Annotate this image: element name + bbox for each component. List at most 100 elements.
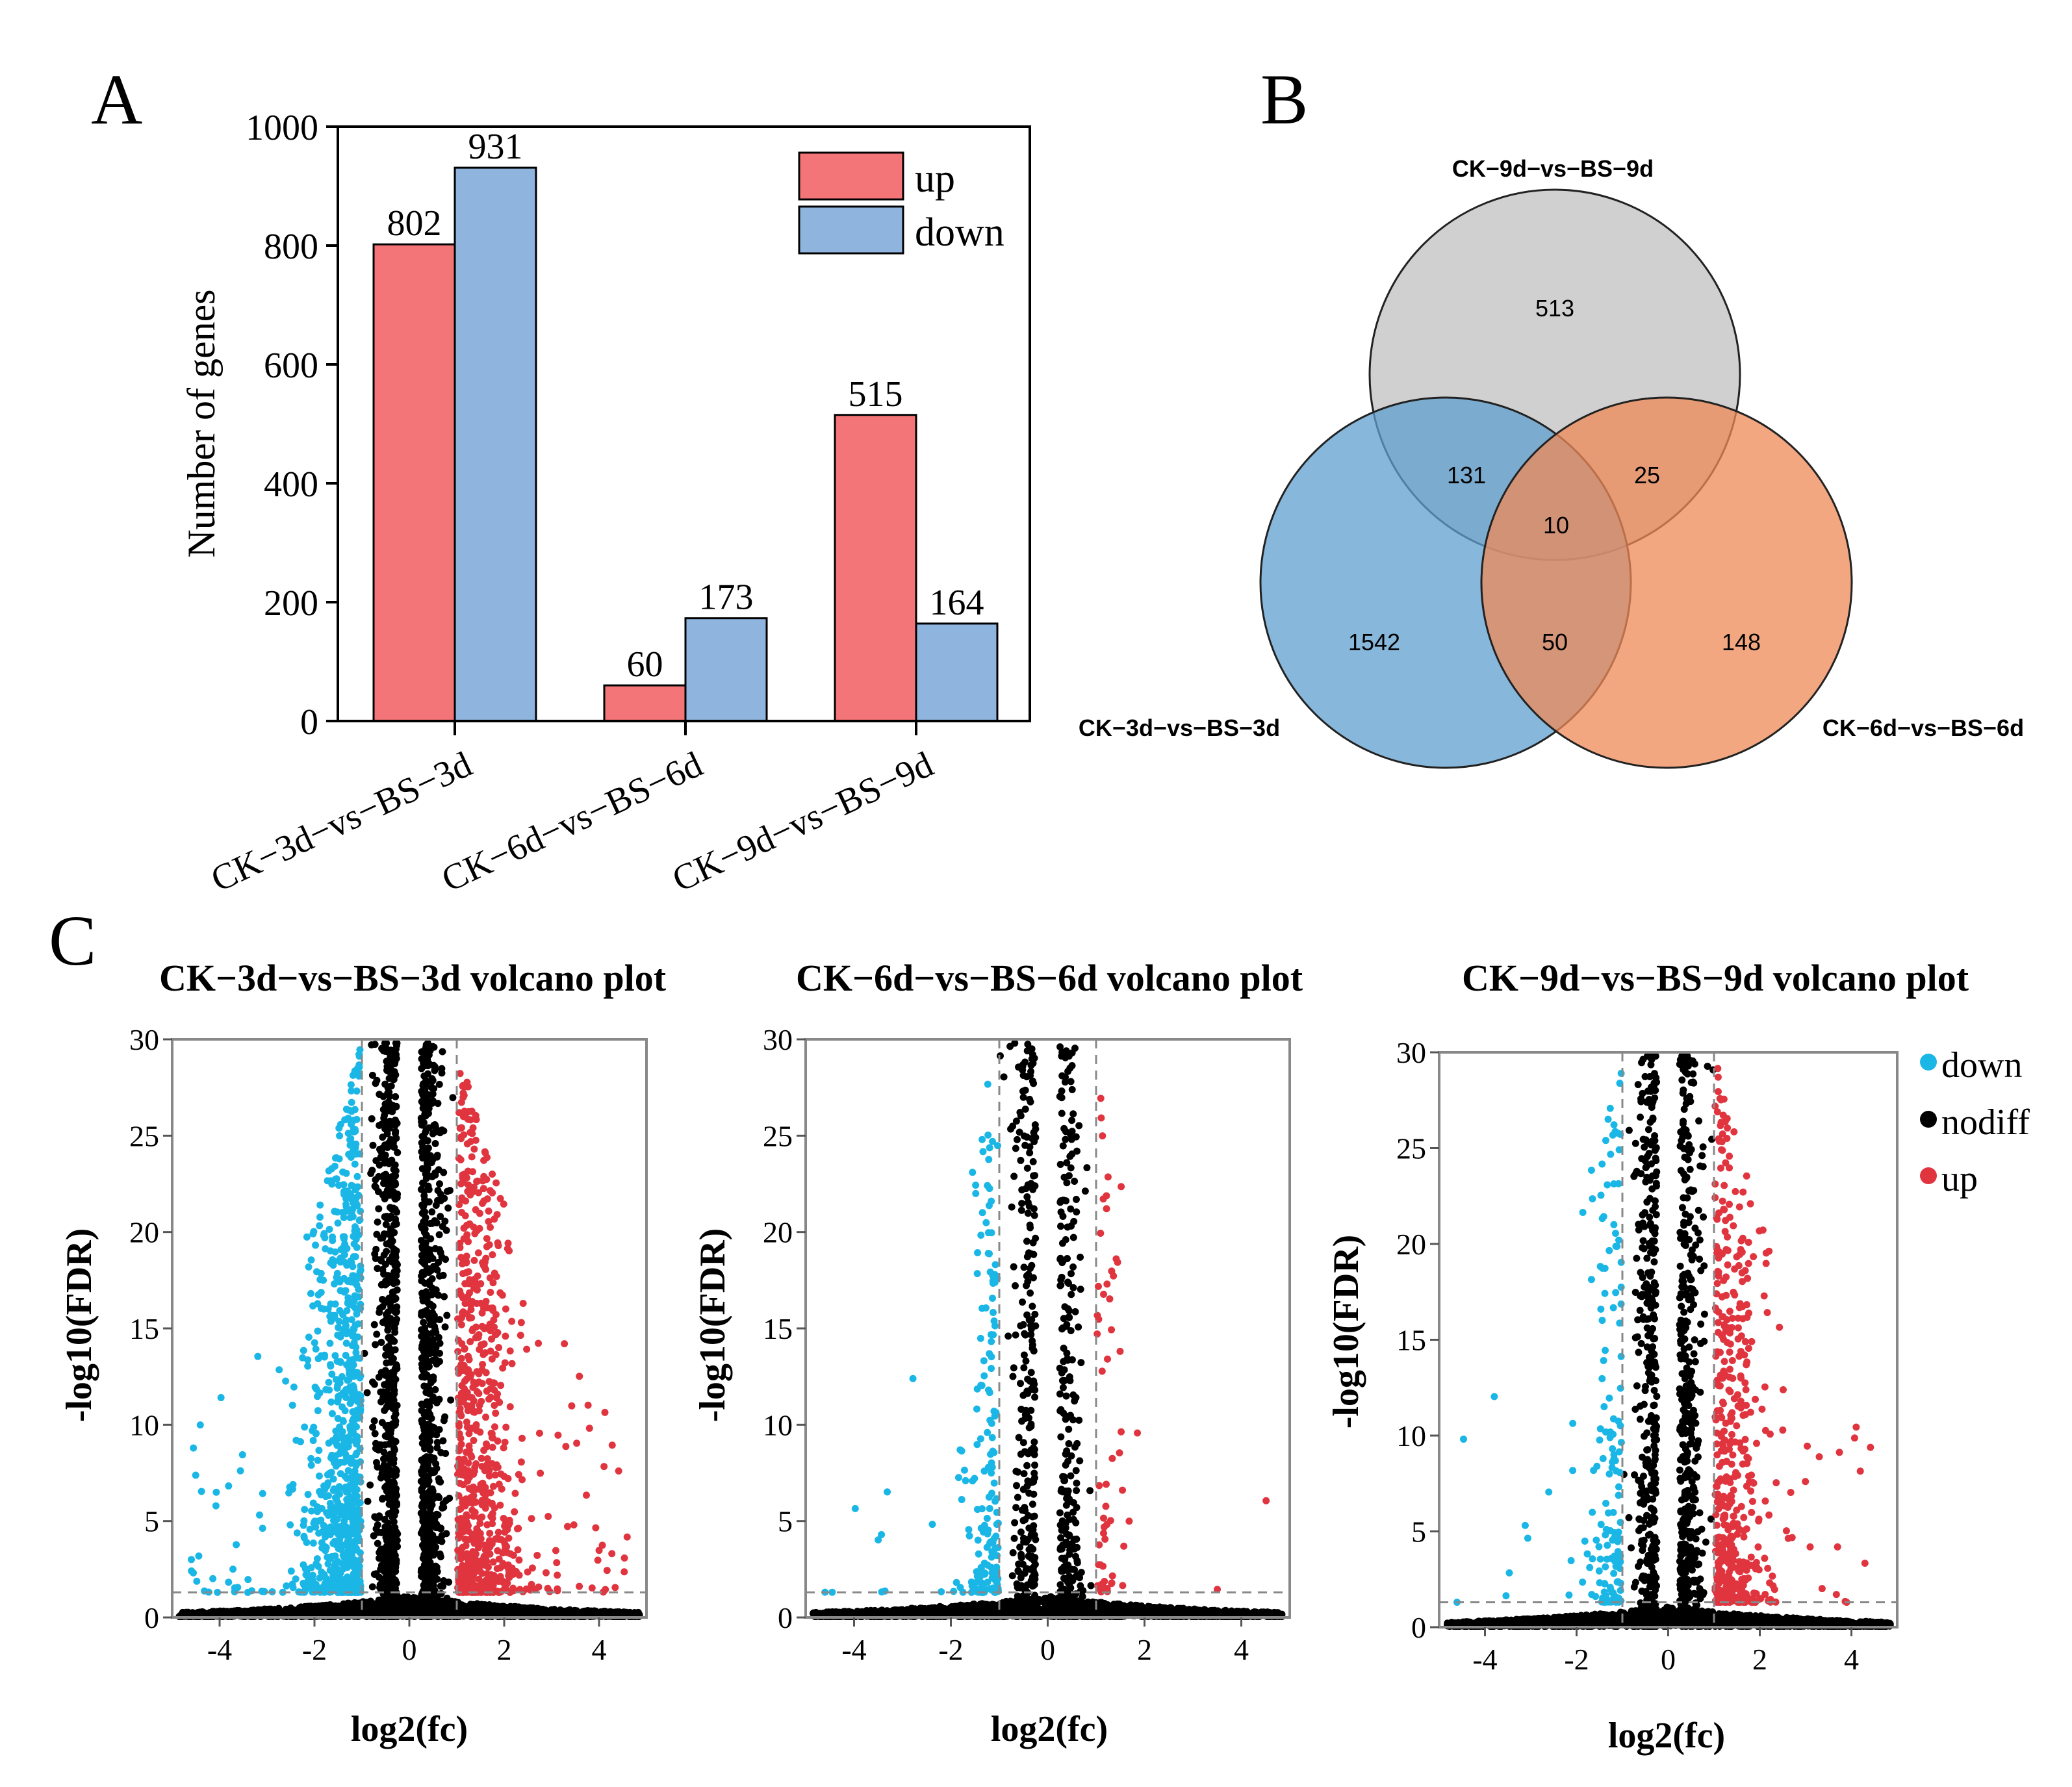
nodiff-point xyxy=(420,1260,428,1268)
up-point xyxy=(502,1423,510,1431)
down-point xyxy=(334,1398,342,1406)
nodiff-point xyxy=(371,1430,379,1438)
nodiff-point xyxy=(241,1607,249,1615)
nodiff-point xyxy=(392,1192,400,1200)
up-point xyxy=(505,1516,513,1524)
up-point xyxy=(620,1568,628,1576)
up-point xyxy=(489,1482,497,1490)
nodiff-point xyxy=(431,1065,439,1073)
venn-set-ck6 xyxy=(1480,396,1853,769)
down-point xyxy=(347,1153,355,1161)
venn-count-ck3-only: 1542 xyxy=(1348,629,1400,655)
down-point xyxy=(195,1552,203,1560)
up-point xyxy=(542,1569,550,1577)
nodiff-point xyxy=(428,1219,436,1227)
down-point xyxy=(234,1584,242,1591)
down-point xyxy=(357,1523,365,1530)
up-point xyxy=(469,1124,477,1132)
down-point xyxy=(316,1222,324,1230)
x-tick-label: 2 xyxy=(497,1633,512,1666)
down-point xyxy=(344,1441,352,1449)
up-point xyxy=(492,1330,500,1338)
up-point xyxy=(478,1323,486,1330)
nodiff-point xyxy=(420,1544,428,1552)
down-point xyxy=(310,1423,318,1431)
nodiff-point xyxy=(428,1317,436,1324)
up-point xyxy=(515,1471,522,1478)
down-point xyxy=(352,1343,360,1351)
nodiff-point xyxy=(388,1156,396,1164)
down-point xyxy=(350,1297,358,1305)
down-point xyxy=(190,1444,198,1452)
down-point xyxy=(305,1573,313,1580)
down-point xyxy=(333,1515,341,1523)
down-point xyxy=(344,1500,352,1508)
nodiff-point xyxy=(374,1610,381,1617)
up-point xyxy=(544,1513,552,1521)
down-point xyxy=(353,1307,361,1315)
nodiff-point xyxy=(374,1265,381,1273)
up-point xyxy=(463,1252,470,1260)
nodiff-point xyxy=(388,1562,396,1569)
up-point xyxy=(478,1454,485,1462)
nodiff-point xyxy=(421,1062,429,1070)
data-label-down-2: 173 xyxy=(699,577,754,618)
down-point xyxy=(315,1472,323,1480)
up-point xyxy=(472,1136,480,1144)
nodiff-point xyxy=(424,1517,431,1525)
down-point xyxy=(304,1362,312,1370)
down-point xyxy=(348,1473,356,1480)
data-label-down-3: 164 xyxy=(930,583,984,623)
nodiff-point xyxy=(442,1256,450,1263)
down-point xyxy=(288,1401,296,1409)
nodiff-point xyxy=(500,1603,507,1610)
nodiff-point xyxy=(423,1371,431,1379)
nodiff-point xyxy=(368,1378,376,1386)
down-point xyxy=(293,1529,301,1537)
nodiff-point xyxy=(380,1114,388,1122)
venn-title-ck9: CK−9d−vs−BS−9d xyxy=(1452,155,1654,182)
bar-up-1 xyxy=(372,243,456,722)
nodiff-point xyxy=(390,1467,398,1475)
down-point xyxy=(275,1366,283,1374)
nodiff-point xyxy=(386,1204,394,1211)
down-point xyxy=(304,1491,312,1499)
down-point xyxy=(341,1473,349,1480)
down-point xyxy=(353,1226,361,1234)
nodiff-point xyxy=(439,1048,446,1056)
nodiff-point xyxy=(446,1604,454,1612)
up-point xyxy=(459,1309,467,1317)
down-point xyxy=(353,1243,361,1251)
nodiff-point xyxy=(390,1512,398,1519)
up-point xyxy=(524,1568,531,1576)
bar-down-3 xyxy=(915,622,999,722)
up-point xyxy=(461,1345,468,1353)
up-point xyxy=(576,1373,583,1380)
down-point xyxy=(340,1235,348,1243)
down-point xyxy=(328,1553,336,1560)
down-point xyxy=(353,1571,361,1579)
nodiff-point xyxy=(386,1238,394,1246)
down-point xyxy=(190,1569,198,1577)
up-point xyxy=(463,1269,470,1276)
venn-count-all: 10 xyxy=(1543,512,1569,539)
up-point xyxy=(496,1573,504,1580)
down-point xyxy=(342,1106,350,1113)
down-point xyxy=(349,1071,357,1079)
nodiff-point xyxy=(364,1497,372,1505)
nodiff-point xyxy=(435,1080,443,1088)
down-point xyxy=(329,1233,337,1241)
nodiff-point xyxy=(381,1141,389,1149)
nodiff-point xyxy=(366,1481,374,1489)
down-point xyxy=(343,1434,351,1441)
nodiff-point xyxy=(418,1272,426,1280)
down-point xyxy=(330,1280,338,1288)
down-point xyxy=(332,1541,340,1549)
up-point xyxy=(470,1397,478,1405)
nodiff-point xyxy=(389,1142,397,1150)
up-point xyxy=(500,1444,507,1452)
up-point xyxy=(460,1091,468,1099)
bar-y-axis-label: Number of genes xyxy=(180,289,223,557)
up-point xyxy=(459,1082,467,1089)
